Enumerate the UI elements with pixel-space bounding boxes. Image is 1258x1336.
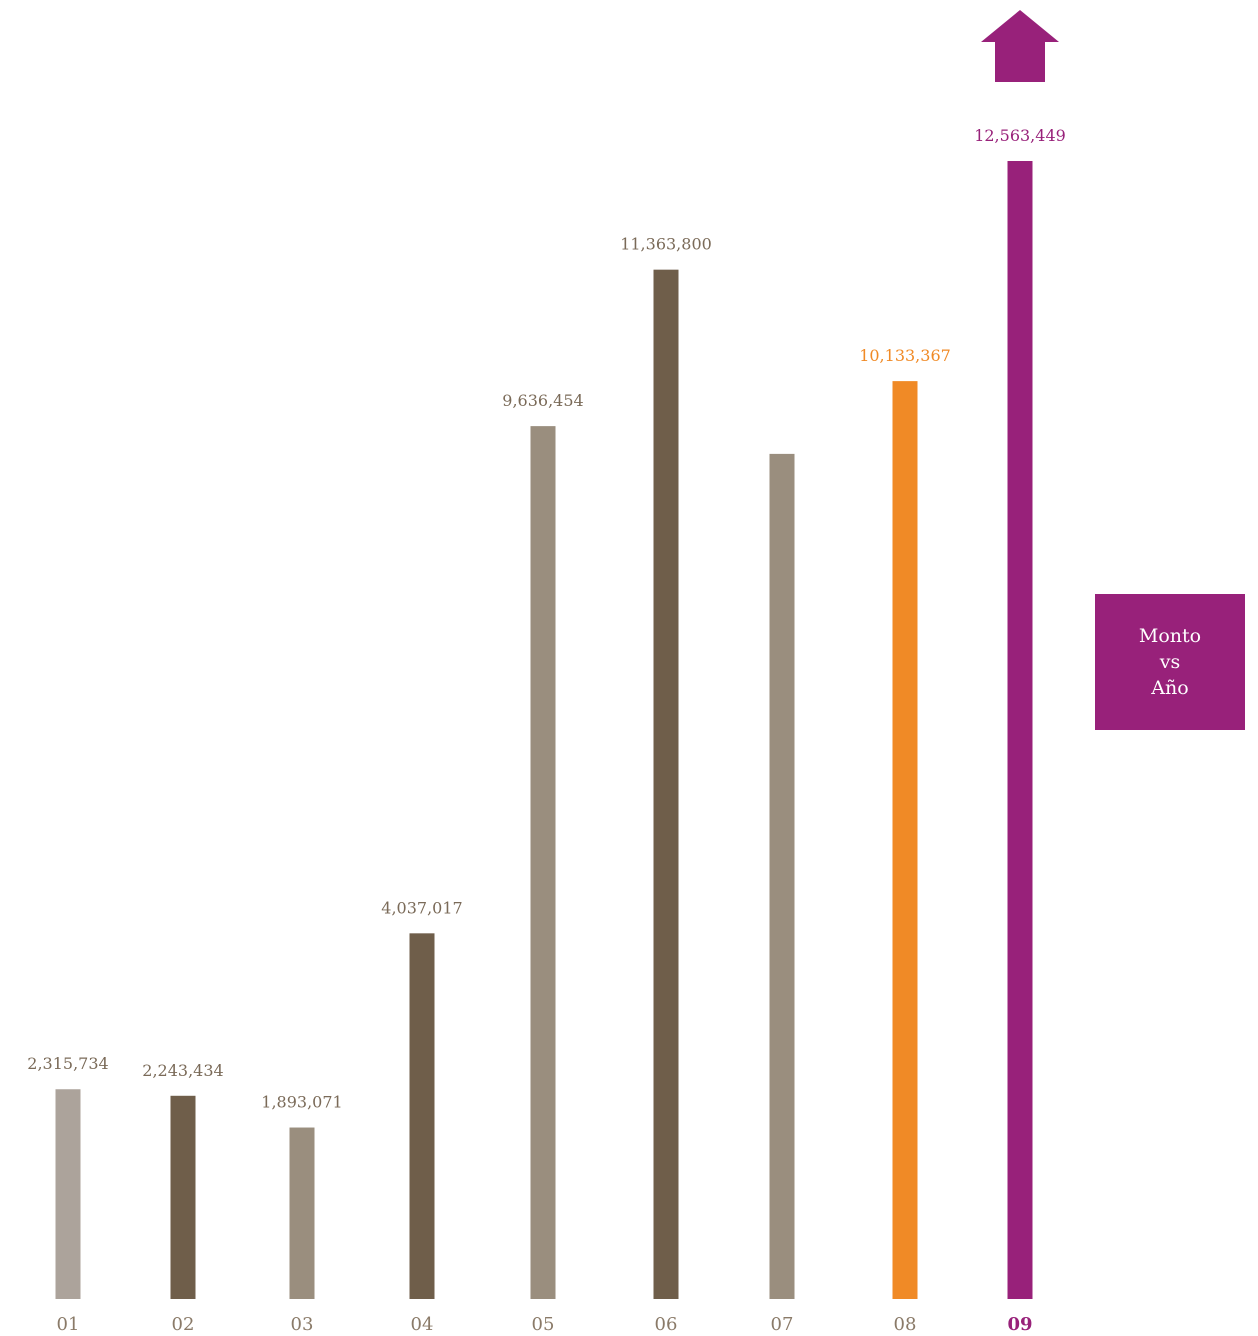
value-label-04: 4,037,017 [381,898,462,917]
category-labels-group: 01 02 03 04 05 06 07 08 09 [57,1314,1033,1335]
legend-line-ano: Año [1151,677,1189,699]
up-arrow-icon [981,10,1059,82]
bar-02 [170,1095,196,1299]
category-label-09: 09 [1007,1314,1032,1335]
value-label-06: 11,363,800 [620,235,712,254]
bar-04 [409,933,435,1299]
bars-group [55,161,1033,1300]
bar-09 [1007,161,1033,1299]
bar-07 [769,453,795,1299]
bar-05 [530,426,556,1299]
bar-03 [289,1127,315,1299]
value-label-09: 12,563,449 [974,126,1066,145]
legend-line-vs: vs [1159,651,1181,673]
value-label-02: 2,243,434 [142,1061,223,1080]
value-label-05: 9,636,454 [502,391,583,410]
category-label-07: 07 [771,1314,794,1335]
category-label-05: 05 [532,1314,555,1335]
bar-06 [653,269,679,1300]
bar-01 [55,1089,81,1299]
category-label-02: 02 [172,1314,195,1335]
category-label-04: 04 [411,1314,434,1335]
legend-line-monto: Monto [1138,625,1202,647]
category-label-06: 06 [655,1314,678,1335]
value-labels-group: 2,315,734 2,243,434 1,893,071 4,037,017 9,63… [27,126,1066,1112]
legend-box: Monto vs Año [1095,594,1245,730]
value-label-03: 1,893,071 [261,1093,342,1112]
category-label-03: 03 [291,1314,314,1335]
category-label-01: 01 [57,1314,80,1335]
category-label-08: 08 [894,1314,917,1335]
value-label-01: 2,315,734 [27,1054,108,1073]
bar-08 [892,381,918,1299]
value-label-08: 10,133,367 [859,346,951,365]
